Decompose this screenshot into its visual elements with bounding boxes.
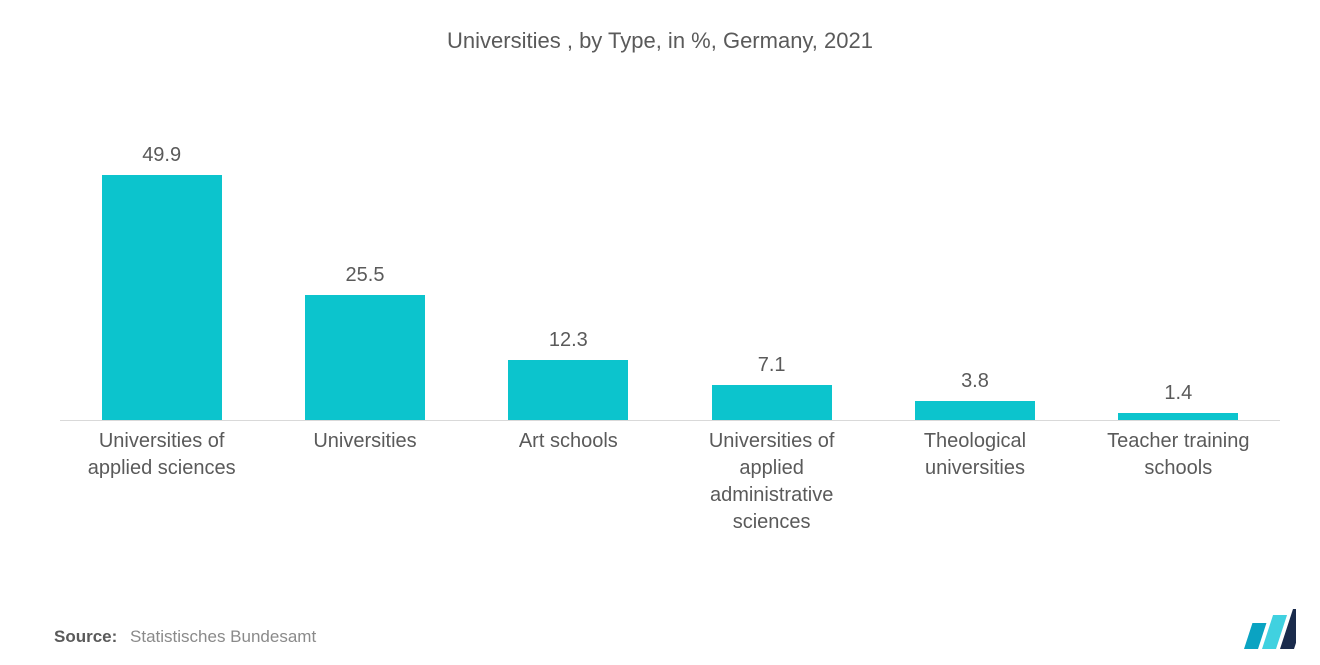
bar-value: 1.4	[1164, 382, 1192, 405]
bar-value: 7.1	[758, 354, 786, 377]
bar-col: 12.3	[467, 120, 670, 420]
bar-col: 7.1	[670, 120, 873, 420]
bar-label: Universities of applied administrative s…	[670, 428, 873, 536]
bar	[915, 401, 1035, 420]
bar	[305, 295, 425, 420]
chart-baseline	[60, 420, 1280, 421]
bar-label: Theological universities	[873, 428, 1076, 536]
source-text: Statistisches Bundesamt	[130, 627, 316, 646]
bar-label: Universities	[263, 428, 466, 536]
bar-value: 49.9	[142, 144, 181, 167]
bar-col: 49.9	[60, 120, 263, 420]
bar-value: 25.5	[346, 264, 385, 287]
brand-logo-icon	[1244, 609, 1296, 649]
bar	[508, 360, 628, 420]
labels-row: Universities of applied sciencesUniversi…	[60, 428, 1280, 536]
source-line: Source: Statistisches Bundesamt	[54, 627, 316, 647]
bar-value: 3.8	[961, 370, 989, 393]
bar-label: Universities of applied sciences	[60, 428, 263, 536]
bar	[1118, 413, 1238, 420]
source-label: Source:	[54, 627, 117, 646]
bar-value: 12.3	[549, 329, 588, 352]
bar	[712, 385, 832, 420]
chart-title: Universities , by Type, in %, Germany, 2…	[0, 0, 1320, 54]
bar-col: 3.8	[873, 120, 1076, 420]
bar	[102, 175, 222, 420]
bar-label: Teacher training schools	[1077, 428, 1280, 536]
bar-col: 1.4	[1077, 120, 1280, 420]
bar-col: 25.5	[263, 120, 466, 420]
bar-label: Art schools	[467, 428, 670, 536]
